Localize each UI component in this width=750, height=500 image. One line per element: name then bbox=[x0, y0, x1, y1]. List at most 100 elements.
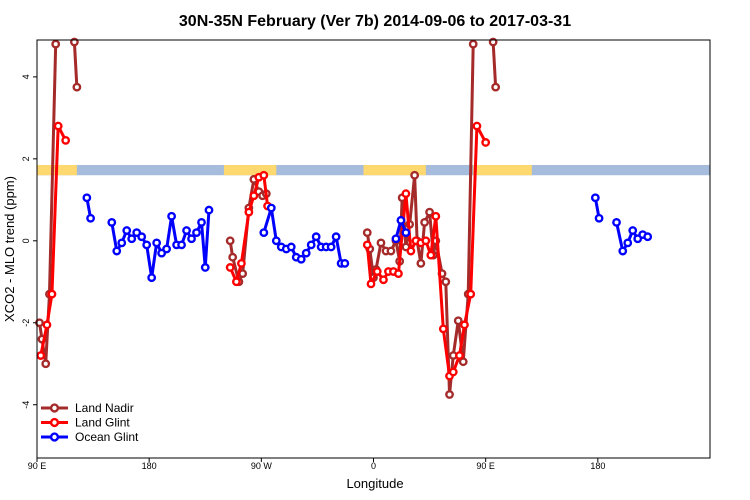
land-glint-point bbox=[466, 289, 476, 299]
land-glint-point bbox=[401, 189, 411, 199]
legend-land-nadir-marker bbox=[49, 403, 60, 413]
land-nadir-point bbox=[386, 246, 396, 256]
land-nadir-point bbox=[453, 316, 463, 326]
land-glint-point bbox=[53, 121, 63, 131]
ocean-glint-point bbox=[86, 213, 95, 223]
ocean-glint-point bbox=[197, 217, 206, 227]
ocean-glint-point bbox=[266, 203, 276, 213]
land-glint-point bbox=[61, 136, 71, 145]
legend-ocean-glint-label: Ocean Glint bbox=[75, 430, 139, 444]
ocean-glint-point bbox=[204, 205, 214, 215]
x-tick-label: 180 bbox=[590, 461, 605, 471]
x-tick-label: 90 W bbox=[251, 461, 273, 471]
ocean-glint-point bbox=[259, 228, 269, 238]
land-nadir-point bbox=[468, 39, 478, 49]
ocean-glint-point bbox=[127, 234, 137, 244]
land-band-segment bbox=[473, 164, 532, 176]
land-glint-point bbox=[366, 279, 376, 289]
ocean-glint-point bbox=[306, 240, 316, 250]
ocean-glint-point bbox=[117, 238, 127, 248]
y-axis-label: XCO2 - MLO trend (ppm) bbox=[2, 176, 17, 322]
ocean-glint-point bbox=[643, 232, 653, 242]
ocean-glint-point bbox=[311, 232, 321, 242]
land-glint-point bbox=[460, 320, 469, 330]
y-tick-label: -2 bbox=[21, 319, 31, 327]
land-glint-point bbox=[36, 351, 46, 360]
x-tick-label: 0 bbox=[371, 461, 376, 471]
land-glint-point bbox=[481, 138, 491, 147]
land-nadir-line bbox=[72, 41, 79, 88]
x-tick-label: 180 bbox=[142, 461, 157, 471]
land-glint-point bbox=[232, 277, 241, 287]
ocean-glint-point bbox=[331, 232, 341, 242]
land-glint-point bbox=[47, 289, 57, 299]
ocean-glint-point bbox=[590, 193, 600, 203]
legend-land-glint-label: Land Glint bbox=[75, 416, 130, 430]
land-glint-point bbox=[394, 269, 403, 278]
land-nadir-line bbox=[365, 44, 475, 396]
ocean-glint-point bbox=[177, 240, 186, 250]
ocean-glint-point bbox=[107, 217, 117, 227]
land-glint-point bbox=[225, 263, 235, 272]
ocean-glint-point bbox=[296, 254, 306, 264]
legend-land-nadir-label: Land Nadir bbox=[75, 401, 134, 415]
land-glint-point bbox=[455, 351, 464, 360]
land-nadir-point bbox=[51, 39, 61, 49]
x-tick-label: 90 E bbox=[28, 461, 47, 471]
land-glint-point bbox=[42, 320, 52, 330]
ocean-glint-point bbox=[147, 273, 157, 283]
land-glint-point bbox=[438, 324, 448, 334]
chart-title: 30N-35N February (Ver 7b) 2014-09-06 to … bbox=[179, 13, 571, 30]
ocean-glint-point bbox=[401, 228, 411, 238]
land-nadir-point bbox=[441, 277, 451, 287]
ocean-glint-point bbox=[162, 244, 172, 254]
ocean-glint-point bbox=[142, 240, 152, 250]
ocean-glint-point bbox=[340, 258, 350, 268]
land-nadir-point bbox=[41, 359, 51, 369]
y-tick-label: 2 bbox=[21, 156, 31, 161]
land-nadir-point bbox=[362, 228, 372, 238]
ocean-glint-point bbox=[391, 234, 401, 244]
land-glint-point bbox=[448, 367, 458, 377]
ocean-glint-point bbox=[200, 263, 210, 272]
x-axis: 90 E 180 90 W 0 90 E 180 bbox=[28, 458, 605, 471]
ocean-glint-point bbox=[112, 246, 122, 256]
land-nadir-point bbox=[458, 357, 468, 367]
land-nadir-point bbox=[228, 252, 238, 262]
land-nadir-point bbox=[72, 82, 82, 92]
land-glint-point bbox=[421, 236, 431, 246]
land-nadir-point bbox=[445, 390, 454, 399]
land-nadir-point bbox=[376, 238, 386, 248]
ocean-glint-point bbox=[187, 234, 196, 244]
y-tick-label: 4 bbox=[21, 74, 31, 79]
land-glint-point bbox=[259, 170, 269, 180]
land-glint-point bbox=[406, 246, 416, 256]
ocean-glint-point bbox=[167, 211, 177, 221]
land-glint-point bbox=[379, 275, 388, 285]
x-axis-label: Longitude bbox=[346, 476, 403, 491]
legend-land-glint-marker bbox=[49, 417, 60, 428]
ocean-glint-point bbox=[286, 242, 296, 252]
y-tick-label: -4 bbox=[21, 401, 31, 409]
ocean-glint-point bbox=[122, 226, 132, 235]
x-tick-label: 90 E bbox=[476, 461, 495, 471]
land-glint-point bbox=[472, 121, 482, 131]
ocean-glint-point bbox=[618, 246, 628, 256]
land-glint-point bbox=[236, 258, 246, 268]
ocean-glint-point bbox=[326, 242, 336, 252]
land-nadir-point bbox=[491, 82, 501, 92]
ocean-glint-point bbox=[271, 236, 281, 246]
ocean-glint-point bbox=[628, 226, 638, 235]
ocean-glint-point bbox=[594, 213, 604, 223]
land-glint-point bbox=[244, 207, 254, 217]
ocean-glint-point bbox=[301, 248, 311, 258]
land-glint-point bbox=[431, 211, 441, 221]
ocean-glint-point bbox=[152, 238, 162, 248]
land-nadir-line bbox=[491, 41, 498, 88]
ocean-glint-point bbox=[182, 226, 191, 235]
land-glint-point bbox=[426, 250, 436, 260]
ocean-glint-point bbox=[396, 215, 406, 225]
land-ocean-band bbox=[37, 164, 710, 176]
